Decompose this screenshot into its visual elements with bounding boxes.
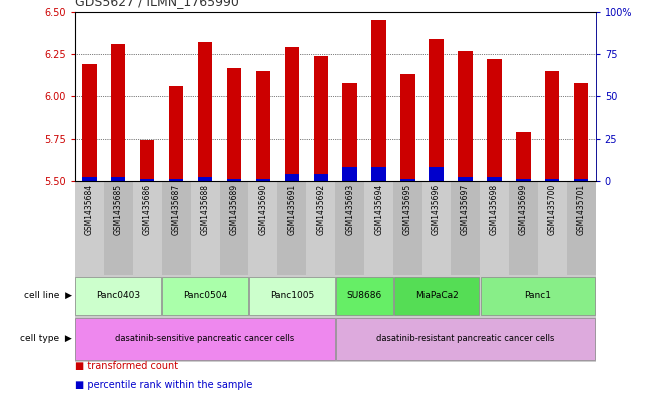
Bar (487, 59, 502, 177)
FancyBboxPatch shape (162, 277, 248, 315)
Bar (227, 68, 242, 179)
Bar (111, 177, 126, 181)
Bar (277, 181, 307, 275)
Bar (342, 83, 357, 167)
Bar (451, 181, 480, 275)
Text: GSM1435701: GSM1435701 (577, 184, 586, 235)
Bar (422, 181, 451, 275)
Bar (364, 181, 393, 275)
Bar (219, 181, 249, 275)
Text: GSM1435694: GSM1435694 (374, 184, 383, 235)
FancyBboxPatch shape (249, 277, 335, 315)
Text: ■ percentile rank within the sample: ■ percentile rank within the sample (75, 380, 252, 390)
Text: Panc1: Panc1 (524, 291, 551, 300)
Text: MiaPaCa2: MiaPaCa2 (415, 291, 458, 300)
Bar (140, 179, 154, 181)
Bar (284, 174, 299, 181)
Text: GSM1435695: GSM1435695 (403, 184, 412, 235)
Text: GSM1435686: GSM1435686 (143, 184, 152, 235)
FancyBboxPatch shape (480, 277, 595, 315)
Text: GSM1435693: GSM1435693 (345, 184, 354, 235)
Text: GSM1435688: GSM1435688 (201, 184, 210, 235)
Text: cell type  ▶: cell type ▶ (20, 334, 72, 343)
Text: GSM1435698: GSM1435698 (490, 184, 499, 235)
Text: GSM1435691: GSM1435691 (287, 184, 296, 235)
Bar (538, 181, 567, 275)
Bar (169, 179, 184, 181)
Bar (314, 56, 328, 174)
Text: SU8686: SU8686 (346, 291, 382, 300)
Bar (198, 42, 212, 177)
Bar (545, 71, 559, 179)
Bar (191, 181, 219, 275)
Text: dasatinib-resistant pancreatic cancer cells: dasatinib-resistant pancreatic cancer ce… (376, 334, 555, 343)
Text: GSM1435692: GSM1435692 (316, 184, 326, 235)
Bar (574, 179, 589, 181)
Text: GSM1435699: GSM1435699 (519, 184, 528, 235)
Bar (458, 177, 473, 181)
Bar (458, 51, 473, 177)
Bar (509, 181, 538, 275)
Text: GDS5627 / ILMN_1765990: GDS5627 / ILMN_1765990 (75, 0, 239, 8)
FancyBboxPatch shape (76, 318, 335, 360)
Bar (545, 179, 559, 181)
Text: GSM1435689: GSM1435689 (230, 184, 238, 235)
Bar (140, 140, 154, 179)
Bar (169, 86, 184, 179)
Bar (400, 179, 415, 181)
Bar (111, 44, 126, 177)
Bar (516, 179, 531, 181)
Bar (227, 179, 242, 181)
Bar (284, 47, 299, 174)
Bar (75, 181, 104, 275)
Bar (314, 174, 328, 181)
Bar (256, 71, 270, 179)
FancyBboxPatch shape (336, 277, 393, 315)
Bar (82, 177, 96, 181)
Bar (82, 64, 96, 177)
Text: GSM1435687: GSM1435687 (172, 184, 180, 235)
Text: GSM1435700: GSM1435700 (547, 184, 557, 235)
Bar (574, 83, 589, 179)
Bar (516, 132, 531, 179)
Bar (372, 20, 386, 167)
Text: Panc1005: Panc1005 (270, 291, 314, 300)
Text: GSM1435697: GSM1435697 (461, 184, 470, 235)
Bar (487, 177, 502, 181)
Bar (429, 167, 444, 181)
Text: Panc0504: Panc0504 (183, 291, 227, 300)
Bar (249, 181, 277, 275)
Bar (393, 181, 422, 275)
Bar (104, 181, 133, 275)
Bar (133, 181, 161, 275)
Bar (198, 177, 212, 181)
Text: Panc0403: Panc0403 (96, 291, 141, 300)
Bar (307, 181, 335, 275)
Text: GSM1435684: GSM1435684 (85, 184, 94, 235)
Bar (342, 167, 357, 181)
FancyBboxPatch shape (394, 277, 479, 315)
Bar (372, 167, 386, 181)
Text: cell line  ▶: cell line ▶ (23, 291, 72, 300)
Bar (161, 181, 191, 275)
Bar (567, 181, 596, 275)
Bar (335, 181, 364, 275)
Bar (400, 74, 415, 179)
Text: ■ transformed count: ■ transformed count (75, 362, 178, 371)
Bar (429, 39, 444, 167)
Text: GSM1435690: GSM1435690 (258, 184, 268, 235)
Bar (256, 179, 270, 181)
Bar (480, 181, 509, 275)
Text: dasatinib-sensitive pancreatic cancer cells: dasatinib-sensitive pancreatic cancer ce… (115, 334, 295, 343)
FancyBboxPatch shape (76, 277, 161, 315)
Text: GSM1435685: GSM1435685 (114, 184, 123, 235)
FancyBboxPatch shape (336, 318, 595, 360)
Text: GSM1435696: GSM1435696 (432, 184, 441, 235)
